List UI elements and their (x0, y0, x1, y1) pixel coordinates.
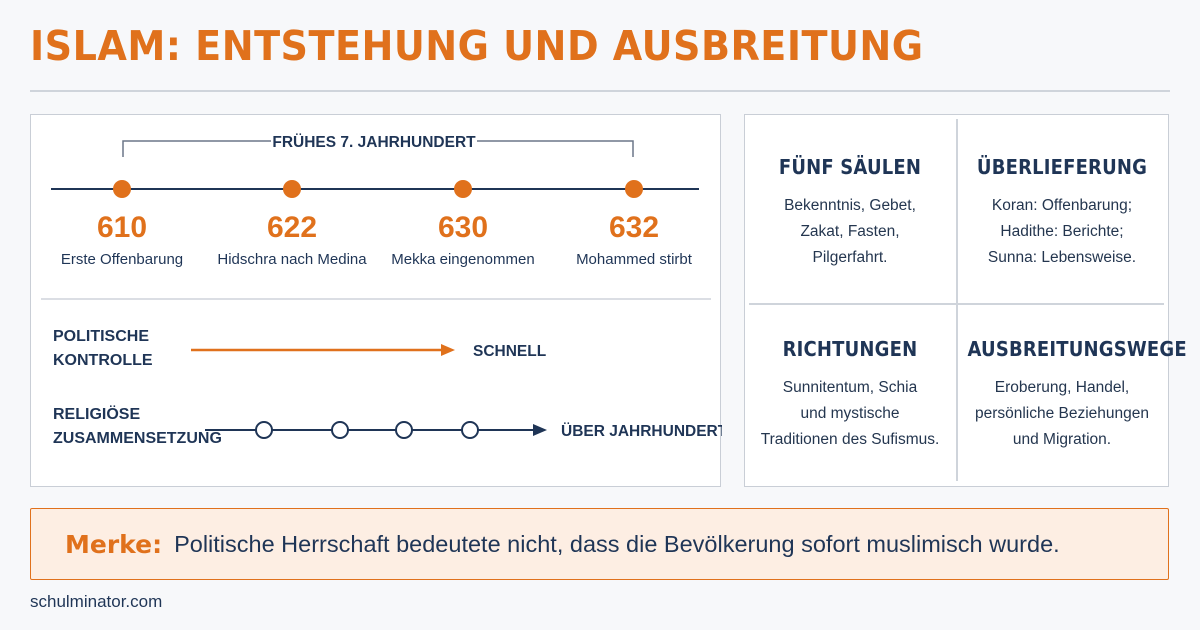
grid-cell-richtungen: RICHTUNGEN Sunnitentum, Schia und mystisc… (745, 337, 955, 453)
grid-cell-heading: RICHTUNGEN (782, 337, 918, 361)
event-marker (454, 180, 472, 198)
grid-divider-horizontal (749, 303, 1164, 305)
event-label: Mohammed stirbt (576, 251, 693, 268)
timeline-event: 632 Mohammed stirbt (576, 180, 693, 268)
event-year: 630 (438, 211, 488, 244)
note-text: Politische Herrschaft bedeutete nicht, d… (174, 530, 1060, 557)
bracket-label: FRÜHES 7. JAHRHUNDERT (272, 134, 476, 151)
page-title: ISLAM: ENTSTEHUNG UND AUSBREITUNG (30, 22, 924, 70)
grid-cell-text: Eroberung, Handel, persönliche Beziehunge… (974, 379, 1150, 448)
timeline-panel: FRÜHES 7. JAHRHUNDERT 610 Erste Offenbar… (30, 114, 738, 487)
event-year: 632 (609, 211, 659, 244)
religious-step-marker (395, 421, 413, 439)
grid-cell-text: Koran: Offenbarung; Hadithe: Berichte; Sun… (987, 197, 1137, 266)
note-box: Merke: Politische Herrschaft bedeutete n… (30, 508, 1169, 580)
bracket-left (122, 140, 271, 157)
religious-arrowhead (533, 424, 547, 436)
political-label-line1: POLITISCHE (53, 328, 149, 345)
religious-label-line2: ZUSAMMENSETZUNG (53, 430, 222, 447)
event-label: Hidschra nach Medina (217, 251, 367, 268)
event-year: 610 (97, 211, 147, 244)
political-label-line2: KONTROLLE (53, 352, 153, 369)
religious-label-line1: RELIGIÖSE (53, 404, 140, 423)
event-label: Mekka eingenommen (391, 251, 534, 268)
bracket-right (477, 140, 634, 157)
grid-cell-text: Bekenntnis, Gebet, Zakat, Fasten, Pilgerfa… (784, 197, 916, 266)
religious-step-marker (255, 421, 273, 439)
event-marker (283, 180, 301, 198)
grid-cell-heading: AUSBREITUNGSWEGE (967, 337, 1187, 361)
footer-site: schulminator.com (30, 592, 163, 611)
grid-cell-text: Sunnitentum, Schia und mystische Tradition… (760, 379, 940, 448)
grid-cell-ausbreitungswege: AUSBREITUNGSWEGE Eroberung, Handel, persö… (957, 337, 1187, 453)
grid-divider-vertical (956, 119, 958, 481)
note-label: Merke: (65, 529, 163, 559)
event-marker (113, 180, 131, 198)
timeline-event: 630 Mekka eingenommen (391, 180, 535, 268)
grid-cell-heading: ÜBERLIEFERUNG (976, 155, 1148, 179)
grid-cell-heading: FÜNF SÄULEN (778, 155, 922, 179)
timeline-event: 610 Erste Offenbarung (61, 180, 183, 268)
timeline-event: 622 Hidschra nach Medina (217, 180, 367, 268)
facts-grid: FÜNF SÄULEN Bekenntnis, Gebet, Zakat, Fas… (744, 114, 1187, 487)
event-year: 622 (267, 211, 317, 244)
religious-step-marker (461, 421, 479, 439)
political-result: SCHNELL (473, 343, 546, 360)
political-arrowhead (441, 344, 455, 356)
event-marker (625, 180, 643, 198)
grid-cell-fuenf-saeulen: FÜNF SÄULEN Bekenntnis, Gebet, Zakat, Fas… (745, 155, 955, 271)
religious-step-marker (331, 421, 349, 439)
grid-cell-ueberlieferung: ÜBERLIEFERUNG Koran: Offenbarung; Hadithe… (957, 155, 1167, 271)
timeline-diagram: FRÜHES 7. JAHRHUNDERT 610 Erste Offenbar… (41, 134, 738, 447)
title-divider (30, 90, 1170, 92)
event-label: Erste Offenbarung (61, 251, 183, 268)
religious-result: ÜBER JAHRHUNDERTE (561, 423, 722, 440)
